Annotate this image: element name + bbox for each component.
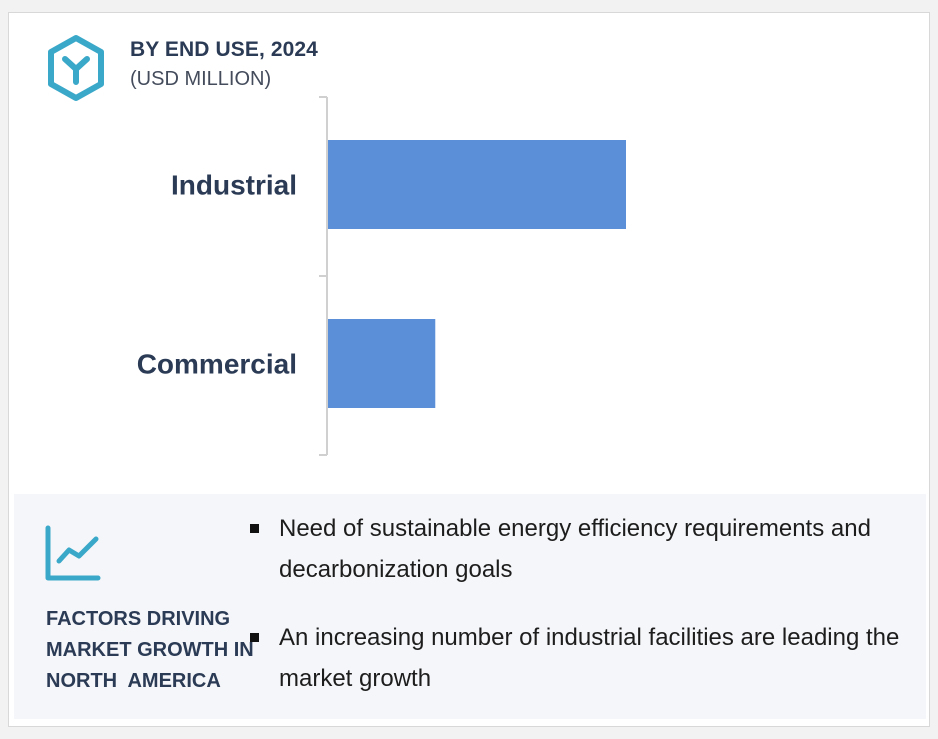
category-label-industrial: Industrial [171, 170, 297, 201]
chart-subtitle: (USD MILLION) [130, 68, 272, 90]
factor-text: An increasing number of industrial facil… [279, 624, 900, 692]
trend-chart-icon [45, 525, 101, 581]
bar-industrial [328, 140, 626, 229]
chart-title: BY END USE, 2024 [130, 38, 318, 61]
factor-bullet: Need of sustainable energy efficiency re… [250, 508, 920, 590]
category-label-commercial: Commercial [137, 349, 297, 380]
bullet-marker [250, 633, 259, 642]
bullet-marker [250, 524, 259, 533]
factor-bullet: An increasing number of industrial facil… [250, 617, 920, 699]
factors-list: Need of sustainable energy efficiency re… [250, 508, 920, 699]
bar-commercial [328, 319, 436, 408]
factor-text: Need of sustainable energy efficiency re… [279, 515, 871, 583]
bar-chart: Industrial Commercial [137, 96, 626, 456]
factors-panel [14, 494, 926, 719]
factors-title: FACTORS DRIVING MARKET GROWTH IN NORTH A… [46, 608, 254, 692]
hexagon-y-icon [48, 35, 104, 101]
